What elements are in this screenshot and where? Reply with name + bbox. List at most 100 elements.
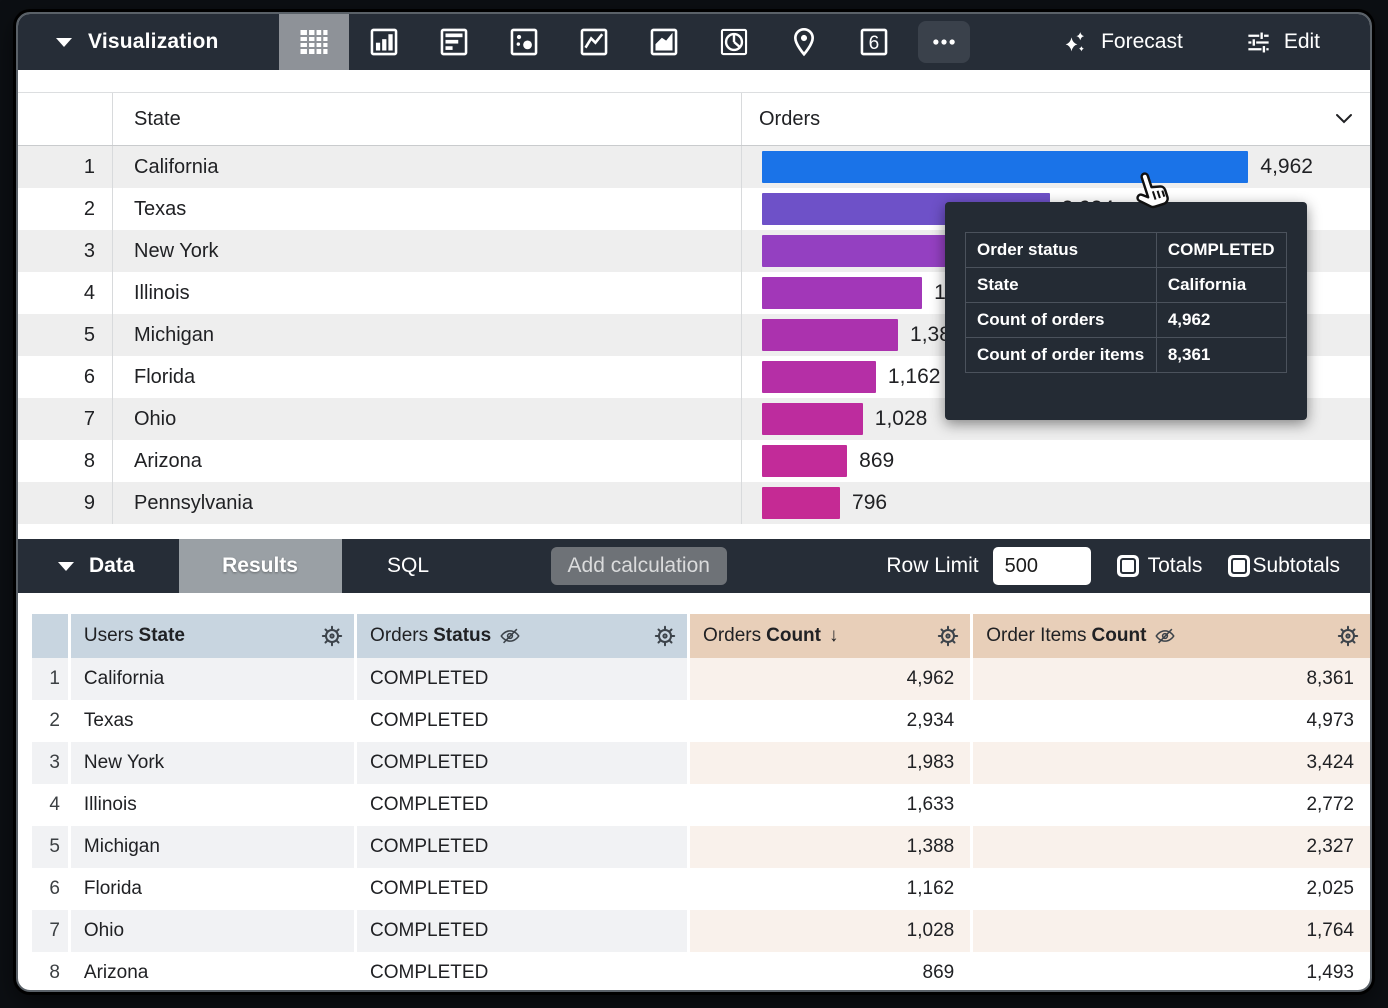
tooltip-table: Order status COMPLETED State California …	[965, 232, 1288, 373]
edit-button[interactable]: Edit	[1245, 29, 1320, 56]
state-column-header[interactable]: State	[113, 93, 742, 145]
chart-type-bar[interactable]	[419, 14, 489, 70]
totals-checkbox[interactable]	[1116, 555, 1139, 577]
status-cell: COMPLETED	[357, 784, 691, 826]
collapse-caret-icon	[58, 561, 74, 571]
orders-cell: 869	[742, 440, 1370, 482]
data-table-row: 2 Texas COMPLETED 2,934 4,973	[32, 700, 1370, 742]
status-cell: COMPLETED	[357, 700, 691, 742]
bar[interactable]	[762, 151, 1249, 183]
state-cell: Texas	[113, 188, 742, 230]
tooltip-label: Count of orders	[965, 302, 1157, 338]
bar[interactable]	[762, 235, 957, 267]
gear-icon[interactable]	[320, 624, 344, 648]
subtotals-checkbox-group[interactable]: Subtotals	[1228, 554, 1340, 578]
gear-icon[interactable]	[1336, 624, 1360, 648]
header-view-label: Orders	[370, 625, 429, 646]
bar[interactable]	[762, 319, 899, 351]
column-header-order-items-count[interactable]: Order Items Count	[973, 614, 1370, 658]
chevron-down-icon[interactable]	[1334, 113, 1354, 125]
collapse-caret-icon	[56, 37, 72, 47]
area-chart-icon	[650, 28, 678, 56]
column-header-orders-status[interactable]: Orders Status	[357, 614, 691, 658]
row-number: 1	[32, 658, 71, 700]
viz-table-row: 8 Arizona 869	[18, 440, 1370, 482]
row-number: 7	[32, 910, 71, 952]
bar[interactable]	[762, 277, 923, 309]
data-table-row: 4 Illinois COMPLETED 1,633 2,772	[32, 784, 1370, 826]
data-table-row: 8 Arizona COMPLETED 869 1,493	[32, 952, 1370, 990]
orders-count-cell: 1,388	[690, 826, 974, 868]
data-table-row: 5 Michigan COMPLETED 1,388 2,327	[32, 826, 1370, 868]
hand-cursor-icon	[1136, 172, 1169, 209]
gear-icon[interactable]	[936, 624, 960, 648]
state-cell: Ohio	[70, 910, 358, 952]
tab-results[interactable]: Results	[178, 539, 342, 593]
order-items-count-cell: 3,424	[973, 742, 1370, 784]
more-options-icon	[918, 21, 970, 63]
status-cell: COMPLETED	[357, 910, 691, 952]
gear-icon[interactable]	[653, 624, 677, 648]
orders-cell: 1,028	[742, 398, 1370, 440]
chart-type-pie[interactable]	[699, 14, 769, 70]
row-number: 3	[32, 742, 71, 784]
orders-cell: 1,162	[742, 356, 1370, 398]
chart-type-line[interactable]	[559, 14, 629, 70]
bar-value: 869	[859, 449, 895, 472]
data-table-row: 7 Ohio COMPLETED 1,028 1,764	[32, 910, 1370, 952]
orders-column-header[interactable]: Orders	[742, 93, 1370, 145]
header-field-label: Status	[433, 625, 492, 646]
tooltip-value: 4,962	[1155, 302, 1288, 338]
chart-type-single-value[interactable]: 6	[839, 14, 909, 70]
row-number: 5	[32, 826, 71, 868]
data-section-toggle[interactable]: Data	[18, 539, 179, 593]
viz-table-row: 9 Pennsylvania 796	[18, 482, 1370, 524]
state-cell: Michigan	[70, 826, 358, 868]
chart-type-more[interactable]	[909, 14, 979, 70]
add-calculation-button[interactable]: Add calculation	[550, 547, 727, 585]
data-table-row: 3 New York COMPLETED 1,983 3,424	[32, 742, 1370, 784]
state-cell: Florida	[71, 868, 358, 910]
row-number: 1	[18, 146, 113, 188]
bar[interactable]	[762, 403, 863, 435]
state-cell: Illinois	[71, 784, 358, 826]
totals-checkbox-group[interactable]: Totals	[1116, 554, 1202, 578]
chart-type-table[interactable]	[279, 14, 349, 70]
orders-count-cell: 1,162	[690, 868, 974, 910]
visualization-toolbar: Visualization	[18, 14, 1370, 70]
state-cell: California	[113, 146, 742, 188]
state-cell: Florida	[113, 356, 742, 398]
column-header-orders-count[interactable]: Orders Count ↓	[690, 614, 974, 658]
column-header-users-state[interactable]: Users State	[70, 614, 358, 658]
chart-type-area[interactable]	[629, 14, 699, 70]
orders-cell: 796	[742, 482, 1370, 524]
subtotals-checkbox[interactable]	[1228, 555, 1251, 577]
orders-count-cell: 4,962	[690, 658, 974, 700]
state-cell: New York	[113, 230, 742, 272]
row-number: 2	[18, 188, 113, 230]
row-number: 9	[18, 482, 113, 524]
state-cell: Texas	[71, 700, 358, 742]
data-table-row: 6 Florida COMPLETED 1,162 2,025	[32, 868, 1370, 910]
bar[interactable]	[762, 487, 841, 519]
bar[interactable]	[762, 445, 848, 477]
chart-type-column[interactable]	[349, 14, 419, 70]
header-field-label: Count	[1091, 625, 1147, 646]
tab-sql[interactable]: SQL	[387, 554, 430, 577]
chart-type-map[interactable]	[769, 14, 839, 70]
chart-type-scatter[interactable]	[489, 14, 559, 70]
row-number: 3	[18, 230, 113, 272]
row-number: 8	[32, 952, 71, 990]
row-limit-input[interactable]	[992, 547, 1091, 585]
order-items-count-cell: 1,764	[973, 910, 1370, 952]
visualization-section-toggle[interactable]: Visualization	[18, 14, 279, 70]
forecast-button[interactable]: Forecast	[1061, 28, 1183, 56]
tooltip-label: Count of order items	[965, 337, 1157, 373]
row-number: 6	[32, 868, 71, 910]
status-cell: COMPLETED	[357, 952, 691, 990]
table-chart-icon	[300, 30, 328, 54]
order-items-count-cell: 4,973	[1306, 710, 1354, 731]
forecast-sparkle-icon	[1065, 32, 1085, 52]
bar[interactable]	[762, 361, 876, 393]
row-number: 5	[18, 314, 113, 356]
